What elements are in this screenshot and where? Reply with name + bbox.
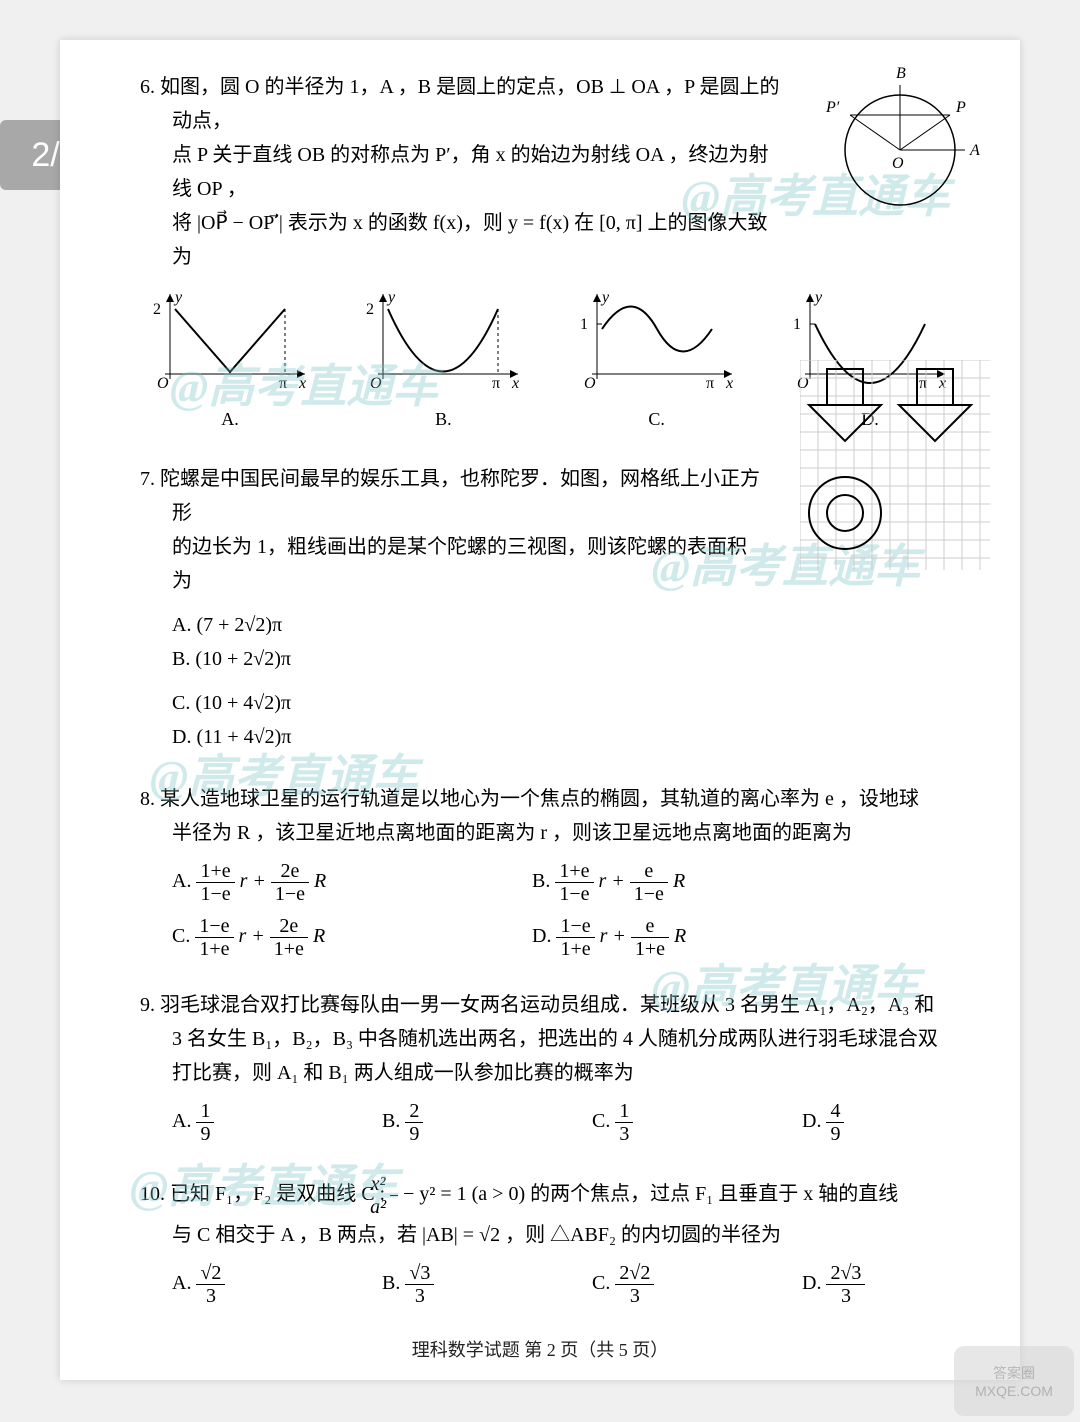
q6-chart-b: 2 y O π x B. <box>353 284 533 434</box>
q7-text2: 的边长为 1，粗线画出的是某个陀螺的三视图，则该陀螺的表面积为 <box>140 530 760 598</box>
q9-opt-a: A. 19 <box>172 1100 292 1145</box>
q6-figure: B P P′ O A <box>820 60 990 210</box>
svg-text:x: x <box>511 375 519 392</box>
q7-opt-c: C. (10 + 4√2)π <box>172 686 492 720</box>
q9-text2: 3 名女生 B₁，B₂，B₃ 中各随机选出两名，把选出的 4 人随机分成两队进行… <box>140 1022 960 1056</box>
svg-text:2: 2 <box>366 301 374 318</box>
q7-figure <box>800 360 990 570</box>
q6-text2: 点 P 关于直线 OB 的对称点为 P′，角 x 的始边为射线 OA ，终边为射… <box>140 138 780 206</box>
q9-text3: 打比赛，则 A₁ 和 B₁ 两人组成一队参加比赛的概率为 <box>140 1056 960 1090</box>
svg-text:O: O <box>584 375 596 392</box>
svg-text:x: x <box>725 375 733 392</box>
q7-opt-b: B. (10 + 2√2)π <box>172 642 492 676</box>
q7-num: 7. <box>140 468 155 490</box>
svg-text:y: y <box>386 289 396 306</box>
svg-text:O: O <box>157 375 169 392</box>
q6-opt-c: C. <box>567 404 747 435</box>
q8-opt-c: C. 1−e1+e r + 2e1+e R <box>172 915 492 960</box>
site-watermark: 答案圈 MXQE.COM <box>954 1346 1074 1416</box>
q7-opt-d: D. (11 + 4√2)π <box>172 720 492 754</box>
svg-text:π: π <box>706 375 714 392</box>
svg-text:y: y <box>173 289 183 306</box>
q6-opt-b: B. <box>353 404 533 435</box>
label-Pp: P′ <box>825 99 840 116</box>
q8-opt-d: D. 1−e1+e r + e1+e R <box>532 915 852 960</box>
question-9: 9. 羽毛球混合双打比赛每队由一男一女两名运动员组成．某班级从 3 名男生 A₁… <box>140 988 960 1145</box>
q6-chart-a: 2 y O π x A. <box>140 284 320 434</box>
q9-text1: 羽毛球混合双打比赛每队由一男一女两名运动员组成．某班级从 3 名男生 A₁，A₂… <box>160 994 934 1016</box>
q10-text1b: − y² = 1 (a > 0) 的两个焦点，过点 F₁ 且垂直于 x 轴的直线 <box>403 1183 898 1205</box>
q9-opt-d: D. 49 <box>802 1100 922 1145</box>
q6-text1: 如图，圆 O 的半径为 1，A ，B 是圆上的定点，OB ⊥ OA ，P 是圆上… <box>160 76 780 132</box>
label-O: O <box>892 155 904 172</box>
q8-num: 8. <box>140 788 155 810</box>
q10-num: 10. <box>140 1183 165 1205</box>
q10-opt-a: A. √23 <box>172 1262 302 1307</box>
q6-opt-a: A. <box>140 404 320 435</box>
svg-text:y: y <box>600 289 610 306</box>
q7-opt-a: A. (7 + 2√2)π <box>172 608 492 642</box>
svg-text:2: 2 <box>153 301 161 318</box>
q7-text1: 陀螺是中国民间最早的娱乐工具，也称陀罗．如图，网格纸上小正方形 <box>160 468 760 524</box>
q10-opt-b: B. √33 <box>382 1262 512 1307</box>
svg-text:O: O <box>370 375 382 392</box>
page-footer: 理科数学试题 第 2 页（共 5 页） <box>60 1336 1020 1362</box>
q6-chart-c: 1 y O π x C. <box>567 284 747 434</box>
q6-num: 6. <box>140 76 155 98</box>
q10-text1a: 已知 F₁，F₂ 是双曲线 C : <box>170 1183 390 1205</box>
svg-text:1: 1 <box>580 316 588 333</box>
q9-opt-c: C. 13 <box>592 1100 712 1145</box>
label-B: B <box>896 65 906 82</box>
q10-opt-d: D. 2√33 <box>802 1262 932 1307</box>
q10-text2: 与 C 相交于 A ，B 两点，若 |AB| = √2 ，则 △ABF₂ 的内切… <box>140 1218 960 1252</box>
label-P: P <box>955 99 966 116</box>
q9-num: 9. <box>140 994 155 1016</box>
question-10: 10. 已知 F₁，F₂ 是双曲线 C : x²a² − y² = 1 (a >… <box>140 1173 960 1307</box>
q8-opt-b: B. 1+e1−e r + e1−e R <box>532 860 852 905</box>
exam-page: @高考直通车 @高考直通车 @高考直通车 @高考直通车 @高考直通车 @高考直通… <box>60 40 1020 1380</box>
svg-text:π: π <box>279 375 287 392</box>
q8-opt-a: A. 1+e1−e r + 2e1−e R <box>172 860 492 905</box>
q8-text2: 半径为 R ，该卫星近地点离地面的距离为 r ，则该卫星远地点离地面的距离为 <box>140 816 960 850</box>
svg-text:y: y <box>813 289 823 306</box>
label-A: A <box>969 142 980 159</box>
svg-text:π: π <box>492 375 500 392</box>
q10-opt-c: C. 2√23 <box>592 1262 722 1307</box>
q6-text3: 将 |OP⃗ − OP′⃗| 表示为 x 的函数 f(x)，则 y = f(x)… <box>140 206 780 274</box>
question-8: 8. 某人造地球卫星的运行轨道是以地心为一个焦点的椭圆，其轨道的离心率为 e ，… <box>140 782 960 960</box>
svg-text:x: x <box>298 375 306 392</box>
q9-opt-b: B. 29 <box>382 1100 502 1145</box>
q8-text1: 某人造地球卫星的运行轨道是以地心为一个焦点的椭圆，其轨道的离心率为 e ，设地球 <box>160 788 919 810</box>
svg-text:1: 1 <box>793 316 801 333</box>
